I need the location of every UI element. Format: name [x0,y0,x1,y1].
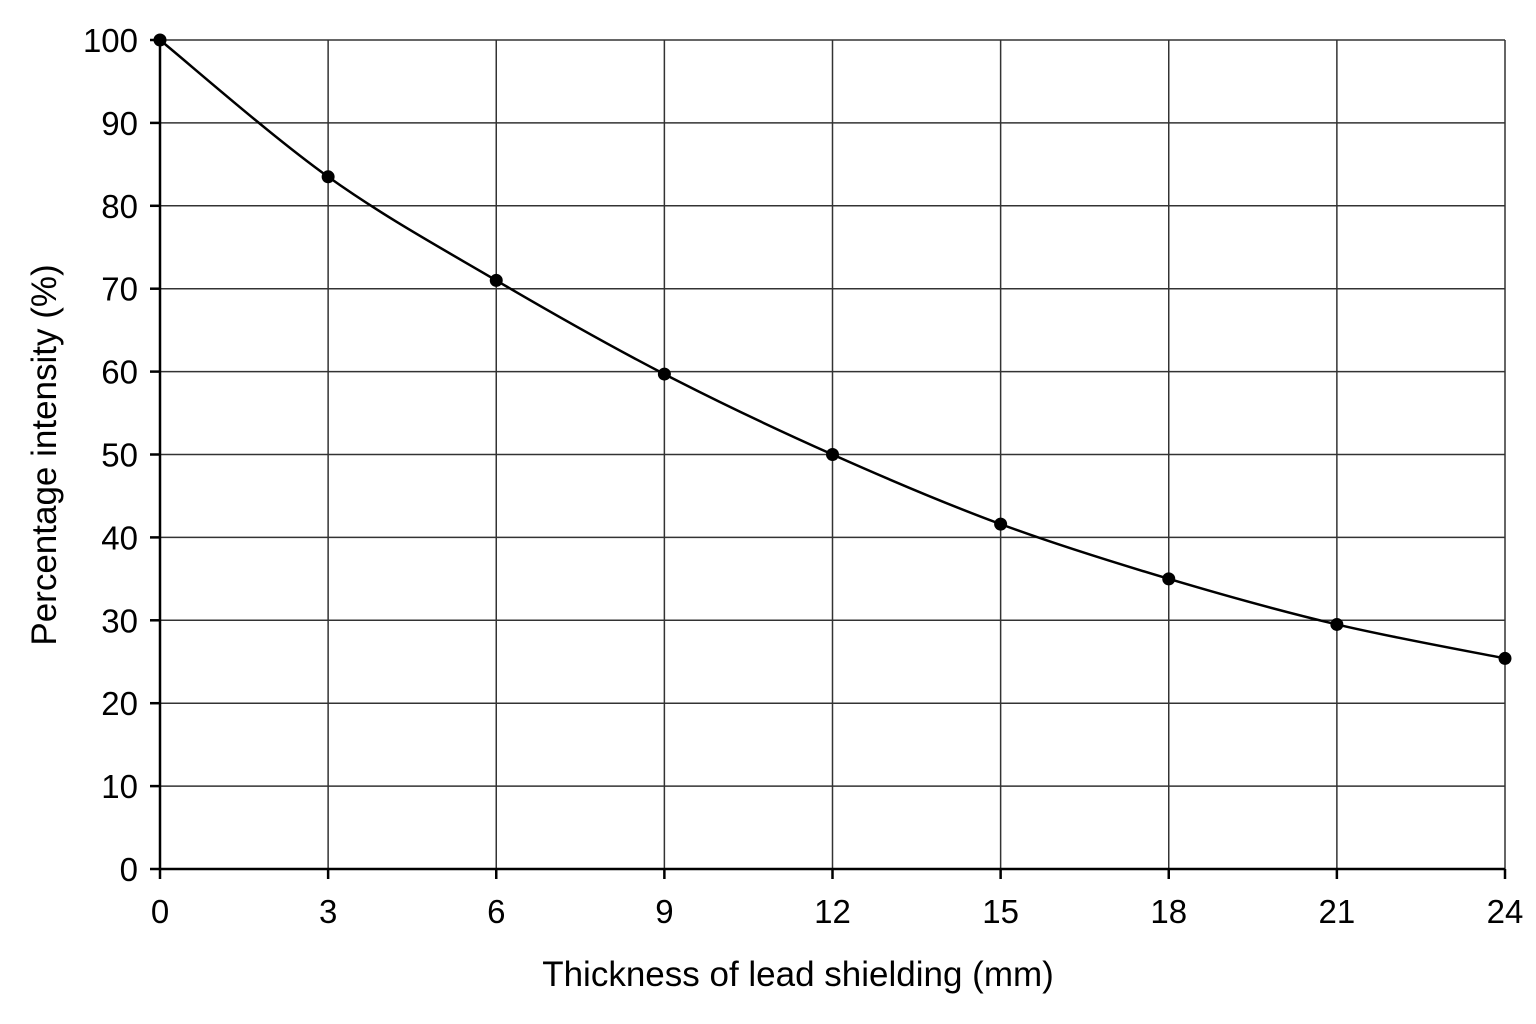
x-tick-label: 0 [151,893,169,930]
y-tick-label: 10 [101,768,138,805]
axis-ticks: 0 3 6 9 12 15 18 21 24 0 10 20 30 40 50 60 70 80 90 100 [83,22,1523,930]
y-tick-label: 50 [101,437,138,474]
x-tick-label: 21 [1319,893,1356,930]
x-tick-label: 24 [1487,893,1524,930]
data-point [1162,572,1176,586]
y-tick-label: 60 [101,354,138,391]
y-tick-label: 70 [101,271,138,308]
x-tick-label: 12 [814,893,851,930]
x-axis-title: Thickness of lead shielding (mm) [542,955,1054,994]
y-tick-label: 30 [101,602,138,639]
data-point [321,170,335,184]
y-tick-label: 0 [120,851,138,888]
y-axis-title: Percentage intensity (%) [25,264,64,645]
x-tick-label: 18 [1150,893,1187,930]
data-point [1498,651,1512,665]
data-points [153,33,1512,665]
y-tick-label: 80 [101,188,138,225]
y-tick-label: 90 [101,105,138,142]
x-tick-label: 15 [982,893,1019,930]
y-tick-label: 20 [101,685,138,722]
data-point [1330,617,1344,631]
x-tick-label: 6 [487,893,505,930]
data-point [489,273,503,287]
data-point [657,367,671,381]
x-tick-label: 9 [655,893,673,930]
y-tick-label: 40 [101,519,138,556]
x-tick-label: 3 [319,893,337,930]
data-point [826,448,839,461]
data-point [994,517,1008,531]
y-tick-label: 100 [83,22,138,59]
data-point [153,33,167,47]
